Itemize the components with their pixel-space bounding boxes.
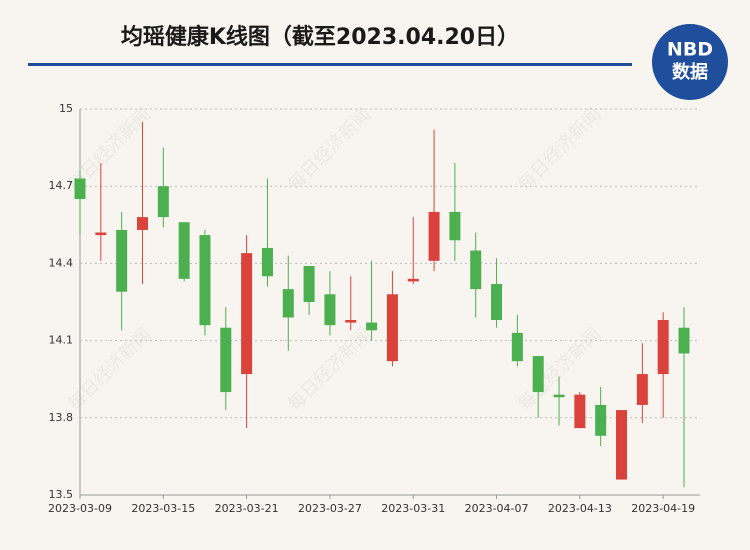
candle-body [345,320,357,323]
logo-bottom: 数据 [672,61,708,83]
candle-body [241,253,253,375]
y-tick-label: 13.8 [49,411,74,424]
candle-body [470,250,482,290]
candle-body [428,211,440,261]
candle-body [491,283,503,321]
x-tick-label: 2023-04-19 [631,502,695,515]
chart-title: 均瑶健康K线图（截至2023.04.20日） [121,24,519,50]
x-tick-label: 2023-04-07 [465,502,529,515]
x-tick-label: 2023-03-31 [381,502,445,515]
candle-body [657,320,669,375]
candle-body [95,232,107,236]
candle-body [116,229,128,292]
candle-body [616,410,628,480]
y-tick-label: 14.7 [49,179,74,192]
y-tick-label: 14.1 [49,334,74,347]
logo [652,24,728,100]
candle-body [157,186,169,218]
x-tick-label: 2023-03-21 [215,502,279,515]
candle-body [511,332,523,362]
y-tick-label: 15 [59,102,73,115]
y-tick-label: 14.4 [49,256,74,269]
candle-body [678,327,690,354]
candle-body [574,394,586,429]
x-tick-label: 2023-03-15 [131,502,195,515]
candle-body [532,356,544,393]
candle-body [324,294,336,326]
x-tick-label: 2023-03-09 [48,502,112,515]
logo-top: NBD [667,39,713,61]
candle-body [386,294,398,362]
candle-body [636,374,648,405]
candle-body [282,289,294,318]
candle-body [74,178,86,200]
y-tick-label: 13.5 [49,488,74,501]
x-tick-label: 2023-03-27 [298,502,362,515]
candle-body [178,222,190,279]
x-tick-label: 2023-04-13 [548,502,612,515]
candle-body [366,322,378,331]
candle-body [199,235,211,326]
candle-body [595,404,607,436]
candle-body [136,217,148,230]
candle-body [407,278,419,282]
candle-body [220,327,232,393]
title-underline [28,63,632,66]
candle-body [303,265,315,302]
candle-body [449,211,461,241]
candle-body [553,394,565,398]
candle-body [261,247,273,277]
